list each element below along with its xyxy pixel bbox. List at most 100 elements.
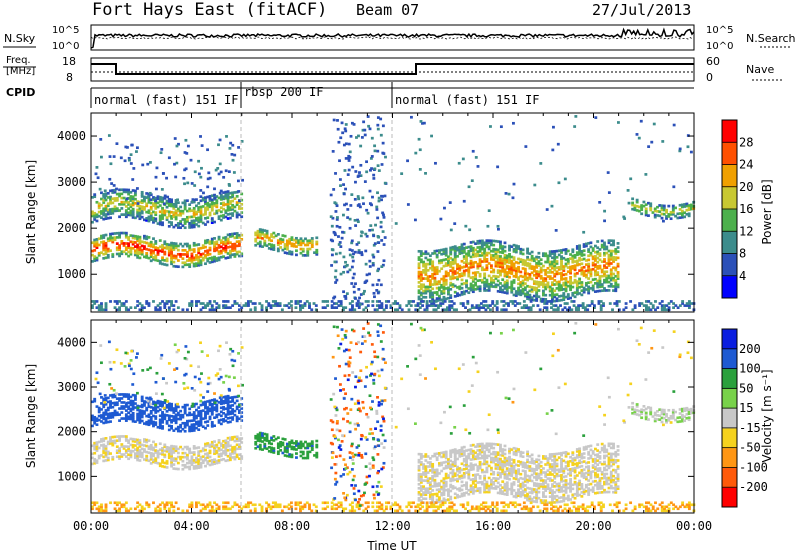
- power-echo: [584, 263, 588, 266]
- velocity-echo: [219, 406, 223, 410]
- power-echo: [381, 230, 385, 233]
- power-echo: [642, 200, 646, 204]
- power-echo: [127, 190, 131, 194]
- velocity-echo: [170, 448, 174, 452]
- power-echo: [578, 285, 582, 289]
- power-echo: [484, 308, 488, 312]
- power-echo: [460, 251, 464, 255]
- power-echo: [511, 300, 515, 303]
- velocity-echo: [469, 462, 473, 465]
- power-echo: [647, 300, 651, 303]
- velocity-echo: [449, 483, 453, 487]
- power-echo: [647, 306, 651, 310]
- power-echo: [270, 233, 274, 236]
- velocity-echo: [428, 485, 432, 488]
- velocity-echo: [163, 413, 167, 417]
- power-echo: [553, 279, 557, 282]
- power-echo: [102, 217, 106, 221]
- power-echo: [315, 253, 319, 256]
- power-echo: [374, 223, 377, 227]
- power-echo: [575, 292, 579, 296]
- power-echo: [226, 256, 230, 259]
- power-echo: [596, 285, 600, 289]
- velocity-echo: [118, 407, 121, 410]
- power-echo: [503, 270, 507, 274]
- power-echo: [276, 243, 280, 247]
- power-echo: [163, 242, 167, 246]
- power-echo: [306, 239, 310, 243]
- velocity-echo: [129, 415, 133, 419]
- power-echo: [172, 202, 176, 206]
- power-echo: [341, 230, 344, 234]
- velocity-echo: [272, 439, 276, 442]
- power-echo: [586, 304, 590, 307]
- velocity-echo: [458, 455, 462, 458]
- power-echo: [521, 248, 525, 252]
- power-echo: [489, 243, 493, 247]
- power-echo: [339, 302, 343, 305]
- power-echo: [526, 264, 530, 267]
- power-echo: [93, 211, 97, 215]
- power-echo: [339, 300, 343, 303]
- velocity-echo: [176, 451, 180, 455]
- velocity-echo: [127, 407, 131, 411]
- power-echo: [494, 254, 498, 258]
- velocity-echo: [489, 480, 493, 484]
- velocity-echo: [426, 491, 430, 494]
- power-echo: [658, 210, 662, 213]
- power-echo: [222, 175, 226, 179]
- power-echo: [451, 276, 455, 280]
- velocity-echo: [458, 449, 462, 452]
- power-echo: [543, 302, 547, 305]
- power-echo: [247, 302, 250, 305]
- velocity-echo: [170, 424, 174, 428]
- power-echo: [371, 283, 375, 287]
- power-echo: [555, 249, 559, 253]
- power-echo: [354, 170, 358, 173]
- power-echo: [133, 306, 137, 310]
- power-echo: [372, 255, 376, 259]
- power-echo: [439, 302, 443, 305]
- power-echo: [154, 196, 158, 200]
- power-echo: [449, 294, 453, 297]
- power-echo: [492, 249, 496, 253]
- power-echo: [447, 288, 450, 292]
- power-echo: [192, 248, 196, 251]
- velocity-echo: [499, 463, 502, 467]
- power-echo: [449, 248, 453, 252]
- power-echo: [444, 278, 448, 282]
- power-echo: [466, 300, 470, 303]
- power-echo: [115, 209, 119, 213]
- power-echo: [435, 266, 439, 269]
- power-echo: [357, 241, 361, 244]
- velocity-echo: [492, 460, 496, 464]
- power-echo: [163, 246, 167, 250]
- velocity-echo: [158, 424, 162, 428]
- power-echo: [676, 306, 680, 310]
- power-echo: [364, 249, 368, 253]
- power-echo: [222, 247, 226, 250]
- power-echo: [124, 242, 128, 245]
- velocity-echo: [199, 413, 203, 417]
- power-echo: [492, 239, 496, 243]
- power-echo: [170, 210, 174, 214]
- power-echo: [458, 250, 462, 253]
- velocity-echo: [113, 413, 117, 417]
- power-echo: [140, 195, 144, 198]
- power-echo: [228, 212, 232, 216]
- power-echo: [226, 208, 230, 212]
- power-echo: [627, 201, 631, 205]
- power-echo: [523, 263, 527, 267]
- power-echo: [422, 264, 426, 268]
- velocity-echo: [124, 455, 128, 458]
- velocity-echo: [240, 397, 244, 400]
- velocity-echo: [485, 490, 489, 494]
- power-echo: [519, 283, 523, 286]
- power-echo: [332, 188, 336, 191]
- power-echo: [237, 250, 241, 254]
- power-echo: [635, 133, 639, 136]
- power-echo: [460, 272, 464, 276]
- power-echo: [208, 300, 212, 303]
- power-echo: [440, 290, 444, 293]
- power-echo: [124, 198, 128, 202]
